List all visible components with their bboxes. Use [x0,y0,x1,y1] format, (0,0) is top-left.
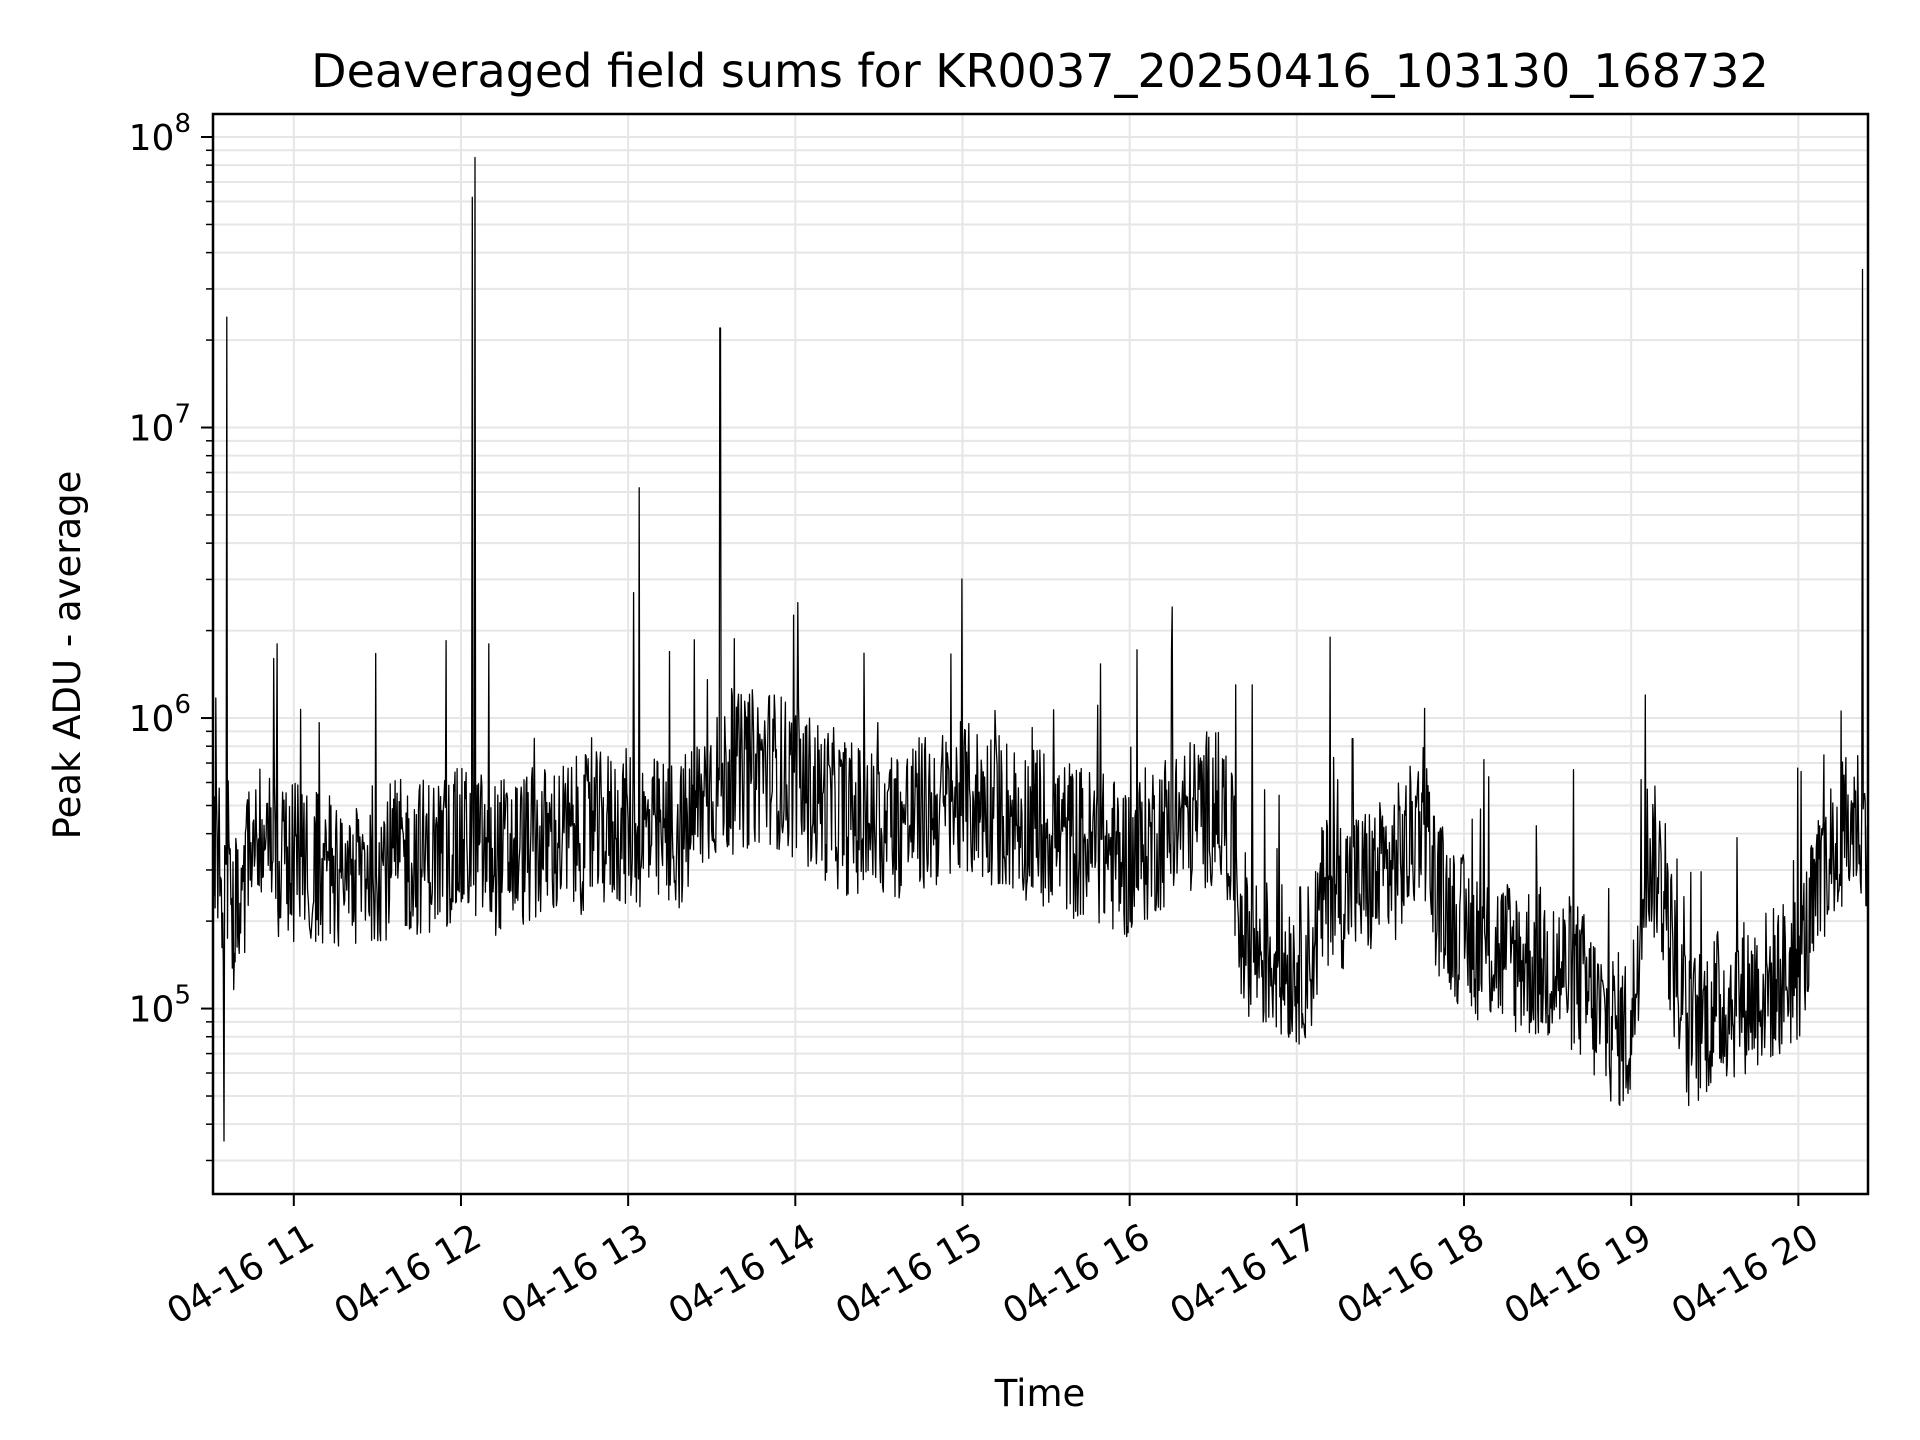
plot-frame [211,112,1870,1196]
x-axis-label: Time [994,1372,1086,1415]
y-tick-label: 105 [129,981,191,1031]
y-axis: 105 106 107 108 [129,109,213,1162]
y-tick-label: 108 [129,109,191,159]
data-series [212,156,1869,1142]
chart-title: Deaveraged field sums for KR0037_2025041… [311,44,1769,98]
y-tick-label: 106 [129,690,191,740]
y-tick-label: 107 [129,400,191,450]
y-axis-label: Peak ADU - average [46,471,89,840]
series-line [212,156,1869,1142]
